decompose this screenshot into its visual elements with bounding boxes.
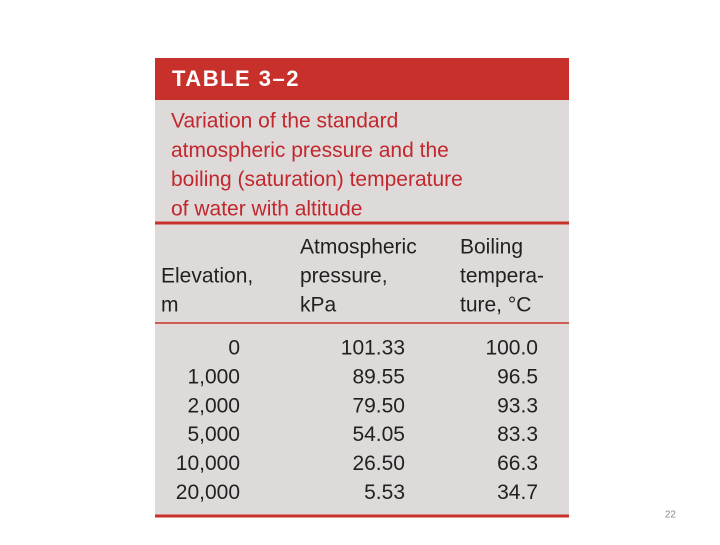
table-cell: 93.3 [497,394,538,417]
caption-line: of water with altitude [171,197,362,220]
column-header: Elevation, [161,265,253,288]
table-cell: 101.33 [341,337,405,360]
table-cell: 96.5 [497,365,538,388]
column-header: pressure, [300,265,388,288]
column-header: Atmospheric [300,236,417,259]
table-cell: 100.0 [485,337,538,360]
column-header: tempera- [460,265,544,288]
table-cell: 54.05 [352,423,405,446]
table-cell: 1,000 [187,365,240,388]
table-cell: 5,000 [187,423,240,446]
table-cell: 2,000 [187,394,240,417]
column-header: m [161,294,179,317]
table-cell: 89.55 [352,365,405,388]
column-header: kPa [300,294,337,317]
page-number: 22 [665,510,677,521]
table-label: TABLE 3–2 [172,66,300,91]
table-label-bar [155,58,569,100]
table-cell: 5.53 [364,481,405,504]
caption-line: Variation of the standard [171,110,398,133]
table-cell: 83.3 [497,423,538,446]
caption-line: atmospheric pressure and the [171,139,449,162]
column-header: Boiling [460,236,523,259]
table-cell: 10,000 [176,452,240,475]
table-cell: 34.7 [497,481,538,504]
caption-line: boiling (saturation) temperature [171,168,463,191]
table-cell: 20,000 [176,481,240,504]
table-cell: 26.50 [352,452,405,475]
table-cell: 0 [228,337,240,360]
table-background [155,58,569,516]
table-cell: 66.3 [497,452,538,475]
table-cell: 79.50 [352,394,405,417]
column-header: ture, °C [460,294,531,317]
